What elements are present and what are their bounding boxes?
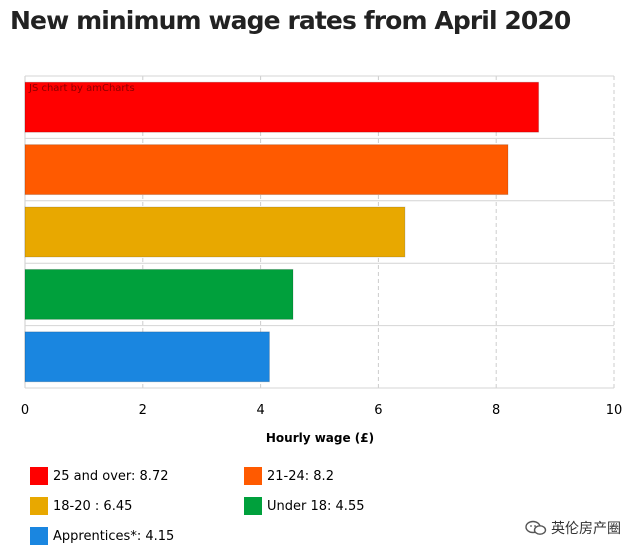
chart-credit: JS chart by amCharts (28, 83, 135, 94)
legend-swatch (30, 497, 48, 515)
legend-item[interactable]: 21-24: 8.2 (244, 466, 334, 486)
x-tick-label: 8 (492, 403, 500, 418)
legend-label: Apprentices*: 4.15 (53, 528, 175, 544)
x-axis-ticks: 0 2 4 6 8 10 (21, 403, 622, 418)
legend-item[interactable]: 18-20 : 6.45 (30, 496, 132, 516)
x-tick-label: 0 (21, 403, 29, 418)
x-tick-label: 10 (606, 403, 623, 418)
legend-swatch (30, 467, 48, 485)
legend-swatch (30, 527, 48, 545)
legend-label: 18-20 : 6.45 (53, 498, 133, 514)
bars (24, 81, 540, 383)
bar-25-and-over (24, 81, 540, 133)
legend-label: Under 18: 4.55 (267, 498, 365, 514)
bar-apprentices (24, 331, 270, 383)
watermark: 英伦房产圈 (525, 518, 621, 538)
chart-title: New minimum wage rates from April 2020 (10, 6, 571, 35)
legend-swatch (244, 497, 262, 515)
legend-item[interactable]: 25 and over: 8.72 (30, 466, 168, 486)
bar-chart: 0 2 4 6 8 10 JS chart by amCharts Hourly wage… (21, 75, 622, 445)
legend-label: 21-24: 8.2 (267, 468, 334, 484)
bar-under-18 (24, 268, 294, 320)
x-tick-label: 2 (139, 403, 147, 418)
chat-bubbles-icon (525, 520, 547, 535)
x-tick-label: 4 (256, 403, 264, 418)
legend-label: 25 and over: 8.72 (53, 468, 169, 484)
x-tick-label: 6 (374, 403, 382, 418)
bar-21-24 (24, 144, 509, 196)
watermark-text: 英伦房产圈 (551, 521, 621, 537)
legend-item[interactable]: Apprentices*: 4.15 (30, 526, 174, 546)
legend-swatch (244, 467, 262, 485)
bar-18-20 (24, 206, 406, 258)
x-axis-title: Hourly wage (£) (266, 431, 374, 445)
legend-item[interactable]: Under 18: 4.55 (244, 496, 364, 516)
